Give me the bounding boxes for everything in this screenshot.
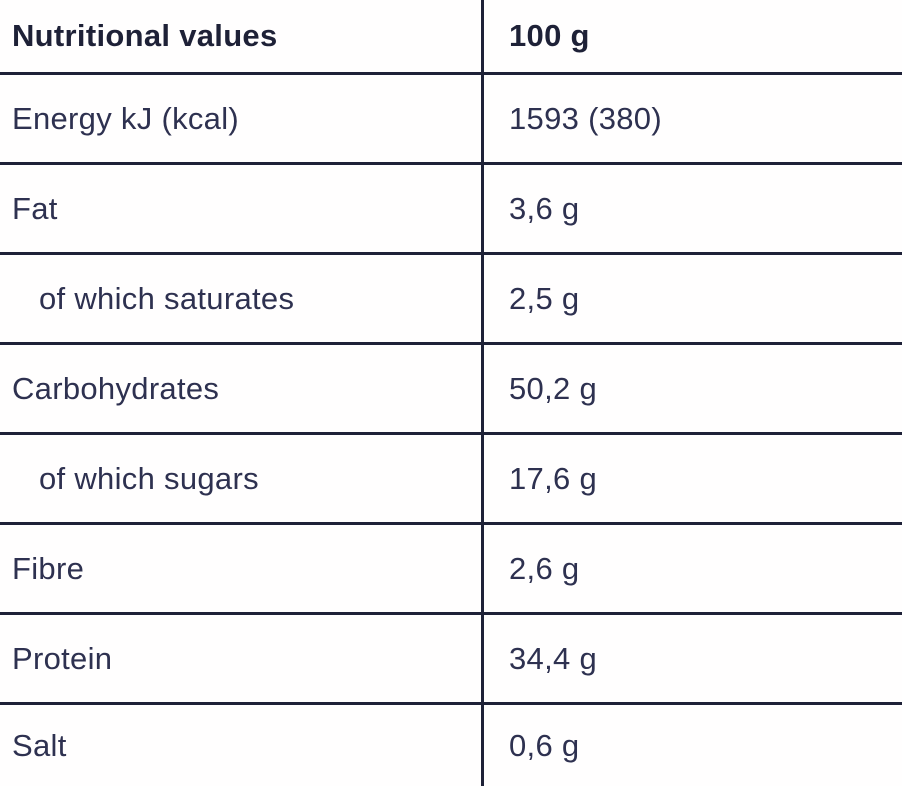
table-row-fat: Fat 3,6 g [0, 165, 902, 255]
row-value: 50,2 g [509, 370, 597, 406]
row-value: 3,6 g [509, 190, 580, 226]
table-row-sugars: of which sugars 17,6 g [0, 435, 902, 525]
table-row-protein: Protein 34,4 g [0, 615, 902, 705]
table-header-row: Nutritional values 100 g [0, 0, 902, 75]
row-value: 0,6 g [509, 727, 580, 763]
row-label: Energy kJ (kcal) [0, 75, 484, 162]
row-label: Protein [0, 615, 484, 702]
row-label: Fat [0, 165, 484, 252]
table-row-saturates: of which saturates 2,5 g [0, 255, 902, 345]
table-row-fibre: Fibre 2,6 g [0, 525, 902, 615]
row-value: 2,6 g [509, 550, 580, 586]
table-row-energy: Energy kJ (kcal) 1593 (380) [0, 75, 902, 165]
row-value: 34,4 g [509, 640, 597, 676]
row-label: of which saturates [0, 255, 484, 342]
row-label: of which sugars [0, 435, 484, 522]
row-label: Carbohydrates [0, 345, 484, 432]
table-header-value: 100 g [509, 18, 590, 53]
row-value: 2,5 g [509, 280, 580, 316]
table-row-carbohydrates: Carbohydrates 50,2 g [0, 345, 902, 435]
row-value: 1593 (380) [509, 100, 662, 136]
table-header-label: Nutritional values [0, 0, 484, 72]
row-label: Fibre [0, 525, 484, 612]
table-row-salt: Salt 0,6 g [0, 705, 902, 786]
row-value: 17,6 g [509, 460, 597, 496]
row-label: Salt [0, 705, 484, 786]
